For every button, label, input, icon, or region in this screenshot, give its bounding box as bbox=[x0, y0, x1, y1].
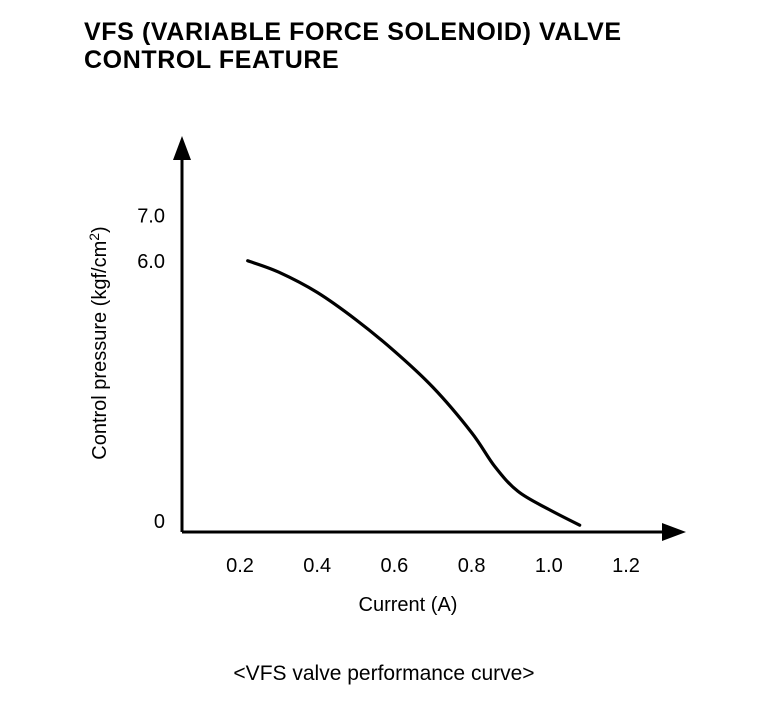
y-tick-label: 0 bbox=[154, 511, 165, 533]
figure-caption-text: <VFS valve performance curve> bbox=[233, 662, 535, 685]
x-axis-label: Current (A) bbox=[359, 594, 458, 616]
chart-title-line-2: CONTROL FEATURE bbox=[84, 46, 340, 74]
x-tick-label: 0.4 bbox=[303, 555, 331, 577]
series-line bbox=[246, 259, 582, 527]
y-axis-arrow-icon bbox=[173, 136, 191, 160]
x-tick-label: 1.2 bbox=[612, 555, 640, 577]
y-axis-label: Control pressure (kgf/cm2) bbox=[86, 226, 111, 459]
x-tick-labels: 0.2 0.4 0.6 0.8 1.0 1.2 bbox=[226, 555, 640, 577]
series-layer bbox=[246, 259, 582, 527]
x-tick-label: 1.0 bbox=[535, 555, 563, 577]
figure-caption: <VFS valve performance curve> bbox=[0, 662, 768, 686]
x-tick-label: 0.2 bbox=[226, 555, 254, 577]
y-tick-label: 6.0 bbox=[137, 251, 165, 273]
x-tick-label: 0.6 bbox=[380, 555, 408, 577]
x-axis-arrow-icon bbox=[662, 523, 686, 541]
chart-title-line-1: VFS (VARIABLE FORCE SOLENOID) VALVE bbox=[84, 18, 622, 46]
y-tick-labels: 0 6.0 7.0 bbox=[137, 206, 165, 533]
chart-title: VFS (VARIABLE FORCE SOLENOID) VALVE CONT… bbox=[84, 18, 622, 74]
x-tick-label: 0.8 bbox=[458, 555, 486, 577]
y-tick-label: 7.0 bbox=[137, 206, 165, 228]
